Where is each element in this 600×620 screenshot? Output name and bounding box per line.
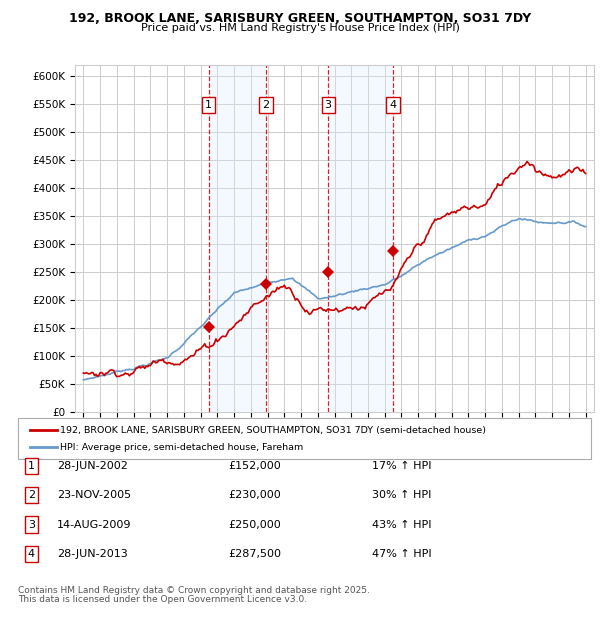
Text: 28-JUN-2013: 28-JUN-2013	[57, 549, 128, 559]
Text: 17% ↑ HPI: 17% ↑ HPI	[372, 461, 431, 471]
Text: £250,000: £250,000	[228, 520, 281, 529]
Text: 2: 2	[262, 100, 269, 110]
Text: HPI: Average price, semi-detached house, Fareham: HPI: Average price, semi-detached house,…	[60, 443, 303, 452]
Text: 4: 4	[28, 549, 35, 559]
Text: 47% ↑ HPI: 47% ↑ HPI	[372, 549, 431, 559]
Text: This data is licensed under the Open Government Licence v3.0.: This data is licensed under the Open Gov…	[18, 595, 307, 604]
Text: Contains HM Land Registry data © Crown copyright and database right 2025.: Contains HM Land Registry data © Crown c…	[18, 586, 370, 595]
Text: 1: 1	[28, 461, 35, 471]
Text: Price paid vs. HM Land Registry's House Price Index (HPI): Price paid vs. HM Land Registry's House …	[140, 23, 460, 33]
Bar	[209, 65, 266, 412]
Text: £230,000: £230,000	[228, 490, 281, 500]
Text: 192, BROOK LANE, SARISBURY GREEN, SOUTHAMPTON, SO31 7DY: 192, BROOK LANE, SARISBURY GREEN, SOUTHA…	[69, 12, 531, 25]
Text: 23-NOV-2005: 23-NOV-2005	[57, 490, 131, 500]
Text: 4: 4	[389, 100, 397, 110]
Bar	[328, 65, 393, 412]
Text: 3: 3	[325, 100, 332, 110]
Text: 28-JUN-2002: 28-JUN-2002	[57, 461, 128, 471]
Text: 1: 1	[205, 100, 212, 110]
Text: 192, BROOK LANE, SARISBURY GREEN, SOUTHAMPTON, SO31 7DY (semi-detached house): 192, BROOK LANE, SARISBURY GREEN, SOUTHA…	[60, 426, 486, 435]
Text: 2: 2	[28, 490, 35, 500]
Text: 3: 3	[28, 520, 35, 529]
Text: 14-AUG-2009: 14-AUG-2009	[57, 520, 131, 529]
Text: 43% ↑ HPI: 43% ↑ HPI	[372, 520, 431, 529]
Text: £287,500: £287,500	[228, 549, 281, 559]
Text: £152,000: £152,000	[228, 461, 281, 471]
Text: 30% ↑ HPI: 30% ↑ HPI	[372, 490, 431, 500]
